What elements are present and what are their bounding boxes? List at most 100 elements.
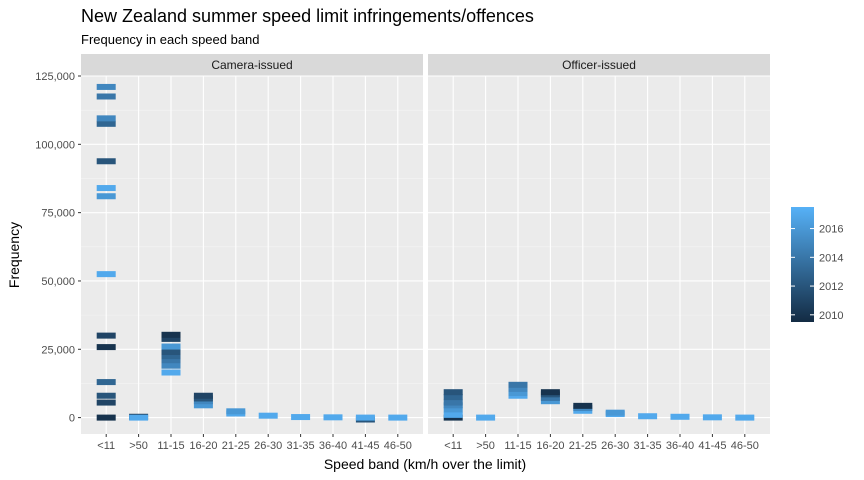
x-tick-label: 16-20	[189, 440, 217, 452]
strip-label-camera: Camera-issued	[211, 58, 292, 72]
data-tile	[605, 409, 625, 416]
x-tick-label: 26-30	[601, 440, 629, 452]
x-axis-title: Speed band (km/h over the limit)	[324, 456, 526, 472]
x-tick-label: >50	[129, 440, 148, 452]
gridlines-camera	[81, 75, 423, 434]
data-tile	[96, 193, 116, 200]
legend-label: 2010	[819, 310, 843, 322]
data-tile	[161, 335, 181, 342]
data-tile	[670, 413, 690, 420]
panel-camera: Camera-issued	[81, 54, 423, 434]
x-tick-label: 21-25	[569, 440, 597, 452]
chart-subtitle: Frequency in each speed band	[81, 32, 260, 47]
y-tick-label: 75,000	[41, 208, 75, 220]
data-tile	[96, 185, 116, 192]
x-tick-label: 31-35	[634, 440, 662, 452]
data-tile	[443, 399, 463, 406]
data-tile	[443, 406, 463, 413]
strip-camera	[81, 54, 423, 76]
data-tile	[161, 369, 181, 376]
data-tile	[323, 414, 343, 421]
x-tick-label: <11	[444, 440, 462, 452]
data-tile	[508, 385, 528, 392]
legend-label: 2016	[819, 224, 843, 236]
data-tile	[193, 392, 213, 399]
y-tick-label: 100,000	[35, 139, 75, 151]
data-tile	[96, 399, 116, 406]
data-tile	[129, 414, 149, 421]
data-tile	[161, 357, 181, 364]
data-tile	[96, 392, 116, 399]
strip-label-officer: Officer-issued	[562, 58, 636, 72]
data-tile	[96, 271, 116, 278]
data-tile	[443, 389, 463, 396]
x-tick-label: 41-45	[351, 440, 379, 452]
data-tile	[476, 414, 496, 421]
plot-background-camera	[81, 76, 423, 434]
data-tile	[508, 381, 528, 388]
data-tile	[258, 412, 278, 419]
x-tick-label: 36-40	[319, 440, 347, 452]
x-tick-label: 21-25	[222, 440, 250, 452]
data-tile	[702, 414, 722, 421]
data-tile	[96, 120, 116, 127]
legend-label: 2014	[819, 252, 843, 264]
data-tile	[638, 413, 658, 420]
data-tile	[291, 414, 311, 421]
x-tick-label: 16-20	[536, 440, 564, 452]
data-tile	[96, 379, 116, 386]
x-tick-label: 26-30	[254, 440, 282, 452]
y-axis: 0 25,000 50,000 75,000 100,000 125,000	[35, 71, 81, 425]
x-tick-label: 11-15	[504, 440, 531, 452]
data-tile	[443, 411, 463, 418]
data-tile	[96, 115, 116, 122]
data-tile	[96, 344, 116, 351]
data-tile	[161, 343, 181, 350]
y-tick-label: 50,000	[41, 276, 75, 288]
data-tile	[161, 331, 181, 338]
x-tick-label: 36-40	[666, 440, 694, 452]
marks-officer	[443, 381, 755, 421]
colorbar	[791, 207, 814, 322]
gridlines-officer	[428, 75, 770, 434]
data-tile	[96, 83, 116, 90]
data-tile	[443, 394, 463, 401]
data-tile	[540, 394, 560, 401]
data-tile	[161, 353, 181, 360]
data-tile	[508, 390, 528, 397]
panel-officer: Officer-issued	[428, 54, 770, 434]
data-tile	[161, 362, 181, 369]
data-tile	[540, 389, 560, 396]
y-tick-label: 125,000	[35, 71, 75, 83]
x-tick-label: >50	[476, 440, 495, 452]
marks-camera	[96, 83, 408, 423]
x-tick-label: 31-35	[287, 440, 315, 452]
data-tile	[388, 414, 408, 421]
y-axis-title: Frequency	[6, 222, 22, 288]
data-tile	[193, 402, 213, 409]
strip-officer	[428, 54, 770, 76]
data-tile	[96, 332, 116, 339]
data-tile	[96, 158, 116, 165]
x-axis-officer: <11 >50 11-15 16-20 21-25 26-30 31-35 36-40 41-4…	[444, 434, 759, 452]
x-axis-camera: <11 >50 11-15 16-20 21-25 26-30 31-35 36-40 41-4…	[97, 434, 412, 452]
data-tile	[96, 93, 116, 100]
data-tile	[573, 402, 593, 409]
data-tile	[540, 398, 560, 405]
data-tile	[96, 414, 116, 421]
chart-title: New Zealand summer speed limit infringem…	[81, 6, 534, 26]
x-tick-label: 46-50	[731, 440, 759, 452]
y-tick-label: 25,000	[41, 344, 75, 356]
plot-background-officer	[428, 76, 770, 434]
data-tile	[355, 414, 375, 421]
data-tile	[161, 349, 181, 356]
color-legend: 2010 2012 2014 2016	[791, 207, 843, 322]
x-tick-label: 41-45	[698, 440, 726, 452]
x-tick-label: <11	[97, 440, 115, 452]
data-tile	[226, 408, 246, 415]
x-tick-label: 11-15	[157, 440, 184, 452]
x-tick-label: 46-50	[384, 440, 412, 452]
data-tile	[735, 414, 755, 421]
y-tick-label: 0	[69, 413, 75, 425]
